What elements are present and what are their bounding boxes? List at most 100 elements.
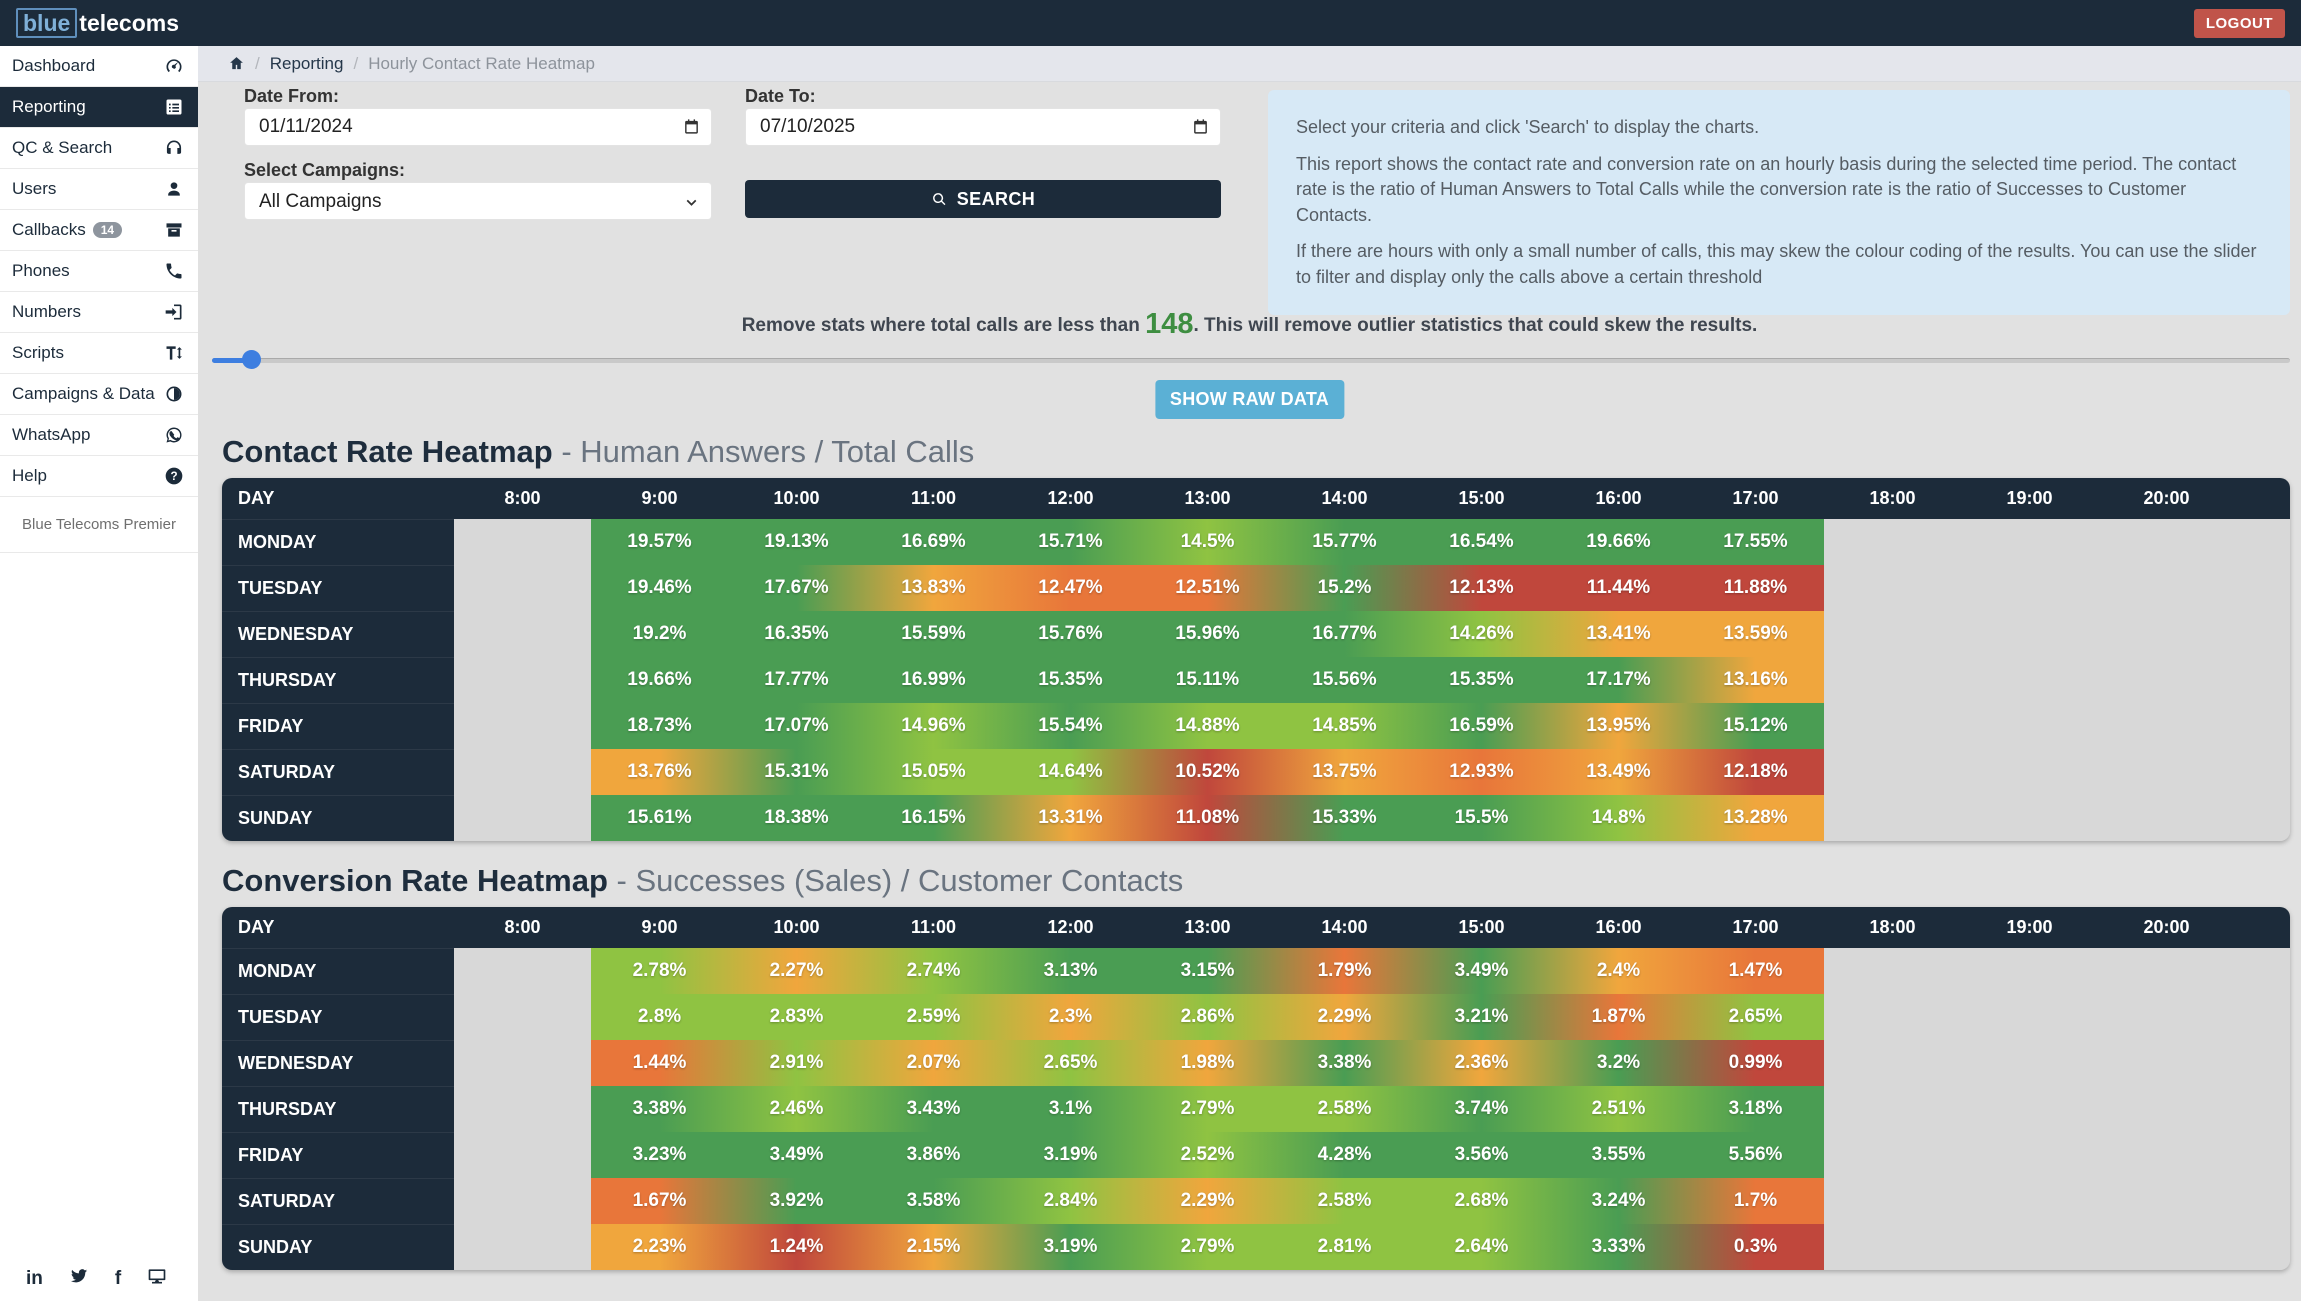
heatmap-cell: 2.07%	[906, 1052, 961, 1073]
breadcrumb-link-reporting[interactable]: Reporting	[269, 53, 344, 73]
sidebar-item-label: WhatsApp	[12, 425, 91, 444]
heatmap-row-gradient	[591, 948, 1824, 994]
heatmap-cell: 16.77%	[1312, 623, 1377, 644]
date-from-input[interactable]	[244, 108, 712, 146]
text-height-icon	[164, 343, 184, 363]
heatmap-row-monday: MONDAY 19.57% 19.13% 16.69% 15.71% 14.5% 15.77…	[222, 519, 2290, 565]
heatmap-row-saturday: SATURDAY 13.76% 15.31% 15.05% 14.64% 10.52% 13…	[222, 749, 2290, 795]
sidebar-item-scripts[interactable]: Scripts	[0, 333, 198, 374]
sign-in-icon	[164, 302, 184, 322]
heatmap-row-gradient	[591, 1178, 1824, 1224]
heatmap-row-cells: 13.76% 15.31% 15.05% 14.64% 10.52% 13.75% 12.9…	[454, 749, 2290, 795]
facebook-link[interactable]: f	[115, 1269, 121, 1289]
sidebar-item-whatsapp[interactable]: WhatsApp	[0, 415, 198, 456]
sidebar-item-qc-search[interactable]: QC & Search	[0, 128, 198, 169]
info-paragraph: This report shows the contact rate and c…	[1296, 153, 2237, 225]
sidebar-item-label: Phones	[12, 261, 70, 280]
heatmap-cell: 0.3%	[1733, 1236, 1778, 1257]
heatmap-cell: 17.07%	[764, 715, 829, 736]
threshold-slider[interactable]	[212, 350, 2290, 370]
heatmap-cell: 12.93%	[1449, 761, 1514, 782]
main-content: Date From: Date To: Select Campaigns: Al…	[198, 82, 2301, 1301]
heatmap-cell: 16.69%	[901, 531, 966, 552]
column-header-900: 9:00	[641, 917, 678, 937]
conversion-rate-heatmap-table: DAY 8:00 9:00 10:00 11:00 12:00 13:00 14:00 15:0…	[222, 907, 2290, 1270]
heatmap-row-cells: 2.23% 1.24% 2.15% 3.19% 2.79% 2.81% 2.64% 3.33%…	[454, 1224, 2290, 1270]
brand-logo-telecoms: telecoms	[79, 9, 179, 36]
heatmap-cell: 14.96%	[901, 715, 966, 736]
sidebar-item-phones[interactable]: Phones	[0, 251, 198, 292]
linkedin-link[interactable]: in	[26, 1269, 43, 1289]
heatmap-cell: 19.57%	[627, 531, 692, 552]
sidebar-item-numbers[interactable]: Numbers	[0, 292, 198, 333]
sidebar-item-label: Campaigns & Data	[12, 384, 155, 403]
svg-text:?: ?	[170, 470, 177, 483]
heatmap-row-cells: 2.8% 2.83% 2.59% 2.3% 2.86% 2.29% 3.21% 1.87% 2.…	[454, 994, 2290, 1040]
calendar-icon[interactable]	[1192, 118, 1209, 135]
date-to-field	[745, 108, 1221, 146]
campaigns-select[interactable]: All Campaigns	[244, 182, 712, 220]
show-raw-data-button[interactable]: SHOW RAW DATA	[1154, 380, 1345, 419]
column-header-1300: 13:00	[1184, 917, 1231, 937]
sidebar-footer-text: Blue Telecoms Premier	[0, 497, 198, 553]
sidebar-item-help[interactable]: Help?	[0, 456, 198, 497]
search-button[interactable]: SEARCH	[745, 180, 1221, 218]
sidebar-item-label: Help	[12, 466, 47, 485]
heatmap-cell: 2.58%	[1317, 1190, 1372, 1211]
heatmap-row-tuesday: TUESDAY 19.46% 17.67% 13.83% 12.47% 12.51% 15.…	[222, 565, 2290, 611]
heatmap-cell: 12.13%	[1449, 577, 1514, 598]
heatmap-cell: 12.51%	[1175, 577, 1240, 598]
desktop-link[interactable]	[147, 1266, 167, 1291]
column-header-900: 9:00	[641, 488, 678, 508]
sidebar-item-users[interactable]: Users	[0, 169, 198, 210]
sidebar-item-campaigns-data[interactable]: Campaigns & Data	[0, 374, 198, 415]
slider-handle[interactable]	[242, 350, 261, 369]
heatmap-header-row: DAY 8:00 9:00 10:00 11:00 12:00 13:00 14:00 15:0…	[222, 907, 2290, 948]
heatmap-cell: 13.59%	[1723, 623, 1788, 644]
column-header-1600: 16:00	[1595, 488, 1642, 508]
sidebar-item-reporting[interactable]: Reporting	[0, 87, 198, 128]
date-to-input[interactable]	[745, 108, 1221, 146]
heatmap-cell: 0.99%	[1728, 1052, 1783, 1073]
date-to-label: Date To:	[745, 86, 816, 106]
conversion-rate-heatmap-title: Conversion Rate Heatmap - Successes (Sal…	[222, 863, 1183, 899]
heatmap-row-cells: 19.57% 19.13% 16.69% 15.71% 14.5% 15.77% 16.54…	[454, 519, 2290, 565]
heatmap-cell: 3.24%	[1591, 1190, 1646, 1211]
sidebar-nav: Dashboard Reporting QC & Search Users Callba…	[0, 46, 198, 1301]
row-header-monday: MONDAY	[222, 519, 454, 565]
logout-button[interactable]: LOGOUT	[2193, 8, 2285, 38]
heatmap-cell: 15.2%	[1317, 577, 1372, 598]
heatmap-cell: 15.54%	[1038, 715, 1103, 736]
sidebar-item-dashboard[interactable]: Dashboard	[0, 46, 198, 87]
column-header-day: DAY	[238, 917, 275, 937]
column-header-2000: 20:00	[2143, 488, 2190, 508]
heatmap-cell: 19.46%	[627, 577, 692, 598]
heatmap-cell: 13.41%	[1586, 623, 1651, 644]
heatmap-cell: 2.23%	[632, 1236, 687, 1257]
heatmap-cell: 3.92%	[769, 1190, 824, 1211]
info-panel: Select your criteria and click 'Search' …	[1268, 90, 2290, 316]
twitter-link[interactable]	[69, 1266, 89, 1291]
heatmap-row-cells: 1.67% 3.92% 3.58% 2.84% 2.29% 2.58% 2.68% 3.24%…	[454, 1178, 2290, 1224]
calendar-icon[interactable]	[683, 118, 700, 135]
column-header-2000: 20:00	[2143, 917, 2190, 937]
heatmap-cell: 16.99%	[901, 669, 966, 690]
slider-track[interactable]	[212, 358, 2290, 363]
heatmap-cell: 13.75%	[1312, 761, 1377, 782]
sidebar-social-links: in f	[26, 1266, 167, 1291]
row-header-saturday: SATURDAY	[222, 749, 454, 795]
column-header-1900: 19:00	[2006, 488, 2053, 508]
heatmap-cell: 13.49%	[1586, 761, 1651, 782]
heatmap-cell: 1.7%	[1733, 1190, 1778, 1211]
linkedin-icon: in	[26, 1267, 43, 1289]
sidebar-item-callbacks[interactable]: Callbacks 14	[0, 210, 198, 251]
heatmap-title-main: Contact Rate Heatmap	[222, 434, 553, 469]
home-icon[interactable]	[228, 55, 245, 72]
desktop-icon	[147, 1266, 167, 1286]
heatmap-cell: 14.26%	[1449, 623, 1514, 644]
column-header-1500: 15:00	[1458, 488, 1505, 508]
heatmap-cell: 2.29%	[1317, 1006, 1372, 1027]
sidebar-item-label: QC & Search	[12, 138, 113, 157]
heatmap-cell: 3.15%	[1180, 960, 1235, 981]
threshold-value: 148	[1145, 308, 1194, 340]
